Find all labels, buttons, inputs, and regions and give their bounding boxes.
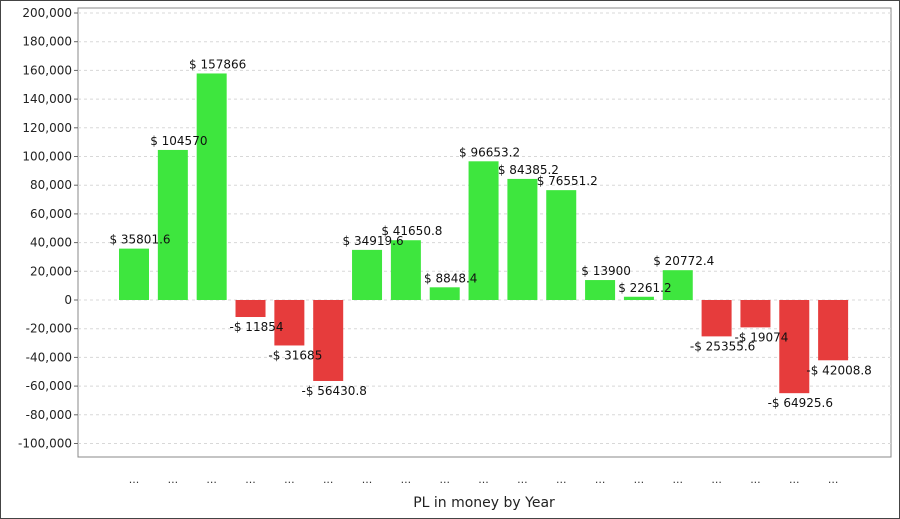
data-label: $ 157866	[189, 57, 246, 71]
data-label: $ 76551.2	[537, 174, 598, 188]
bars	[119, 73, 849, 394]
y-tick-label: -80,000	[26, 408, 72, 422]
data-label: $ 34919.6	[343, 234, 404, 248]
y-tick-label: 60,000	[30, 207, 72, 221]
data-label: -$ 11854	[230, 320, 284, 334]
x-tick-label: ...	[478, 473, 489, 486]
y-tick-label: 180,000	[22, 35, 72, 49]
x-tick-label: ...	[439, 473, 450, 486]
y-tick-label: -40,000	[26, 350, 72, 364]
y-axis: 200,000 180,000 160,000 140,000 120,000 100,0…	[18, 6, 78, 451]
bar[interactable]	[157, 149, 188, 300]
x-tick-label: ...	[828, 473, 839, 486]
data-label: $ 35801.6	[109, 233, 170, 247]
bar[interactable]	[779, 300, 810, 394]
bar[interactable]	[352, 249, 383, 300]
y-tick-label: 140,000	[22, 92, 72, 106]
bar[interactable]	[119, 248, 149, 300]
data-label: $ 2261.2	[618, 281, 671, 295]
data-label: $ 96653.2	[459, 145, 520, 159]
bar[interactable]	[274, 300, 305, 346]
bar[interactable]	[313, 300, 344, 381]
bar[interactable]	[546, 190, 577, 300]
data-label: -$ 25355.6	[690, 339, 755, 353]
x-tick-label: ...	[556, 473, 567, 486]
bar[interactable]	[507, 178, 538, 300]
x-tick-label: ...	[323, 473, 334, 486]
bar[interactable]	[429, 287, 460, 300]
bar[interactable]	[196, 73, 227, 301]
data-labels: $ 35801.6 $ 104570 $ 157866 -$ 11854 -$ 3168…	[109, 57, 871, 410]
y-tick-label: -100,000	[18, 437, 72, 451]
bar[interactable]	[235, 300, 266, 318]
x-tick-label: ...	[168, 473, 179, 486]
x-tick-label: ...	[129, 473, 140, 486]
x-tick-label: ...	[362, 473, 373, 486]
y-tick-label: 120,000	[22, 121, 72, 135]
data-label: -$ 42008.8	[806, 363, 871, 377]
data-label: $ 41650.8	[381, 224, 442, 238]
x-tick-label: ...	[401, 473, 412, 486]
x-tick-label: ...	[711, 473, 722, 486]
bar[interactable]	[701, 300, 732, 337]
data-label: $ 84385.2	[498, 163, 559, 177]
x-tick-label: ...	[517, 473, 528, 486]
x-axis: ........................................…	[129, 473, 839, 486]
x-tick-label: ...	[595, 473, 606, 486]
y-tick-label: 200,000	[22, 6, 72, 20]
bar[interactable]	[468, 161, 499, 300]
x-tick-label: ...	[673, 473, 684, 486]
y-tick-label: 0	[64, 293, 72, 307]
y-tick-label: -60,000	[26, 379, 72, 393]
data-label: $ 13900	[581, 264, 631, 278]
data-label: $ 104570	[150, 134, 207, 148]
data-label: -$ 19074	[734, 330, 788, 344]
x-tick-label: ...	[789, 473, 800, 486]
bar[interactable]	[623, 296, 654, 300]
data-label: -$ 56430.8	[301, 384, 366, 398]
x-axis-label: PL in money by Year	[413, 495, 555, 511]
y-tick-label: 40,000	[30, 236, 72, 250]
y-tick-label: -20,000	[26, 322, 72, 336]
data-label: $ 20772.4	[653, 254, 714, 268]
bar[interactable]	[740, 300, 771, 328]
y-tick-label: 100,000	[22, 150, 72, 164]
bar[interactable]	[662, 270, 693, 300]
x-tick-label: ...	[284, 473, 295, 486]
data-label: -$ 31685	[268, 348, 322, 362]
y-tick-label: 80,000	[30, 178, 72, 192]
bar[interactable]	[390, 240, 421, 300]
bar[interactable]	[585, 280, 616, 300]
y-tick-label: 160,000	[22, 63, 72, 77]
x-tick-label: ...	[634, 473, 645, 486]
y-tick-label: 20,000	[30, 264, 72, 278]
bar[interactable]	[818, 300, 849, 361]
data-label: $ 8848.4	[424, 271, 477, 285]
x-tick-label: ...	[245, 473, 256, 486]
x-tick-label: ...	[206, 473, 217, 486]
x-tick-label: ...	[750, 473, 761, 486]
data-label: -$ 64925.6	[768, 396, 833, 410]
